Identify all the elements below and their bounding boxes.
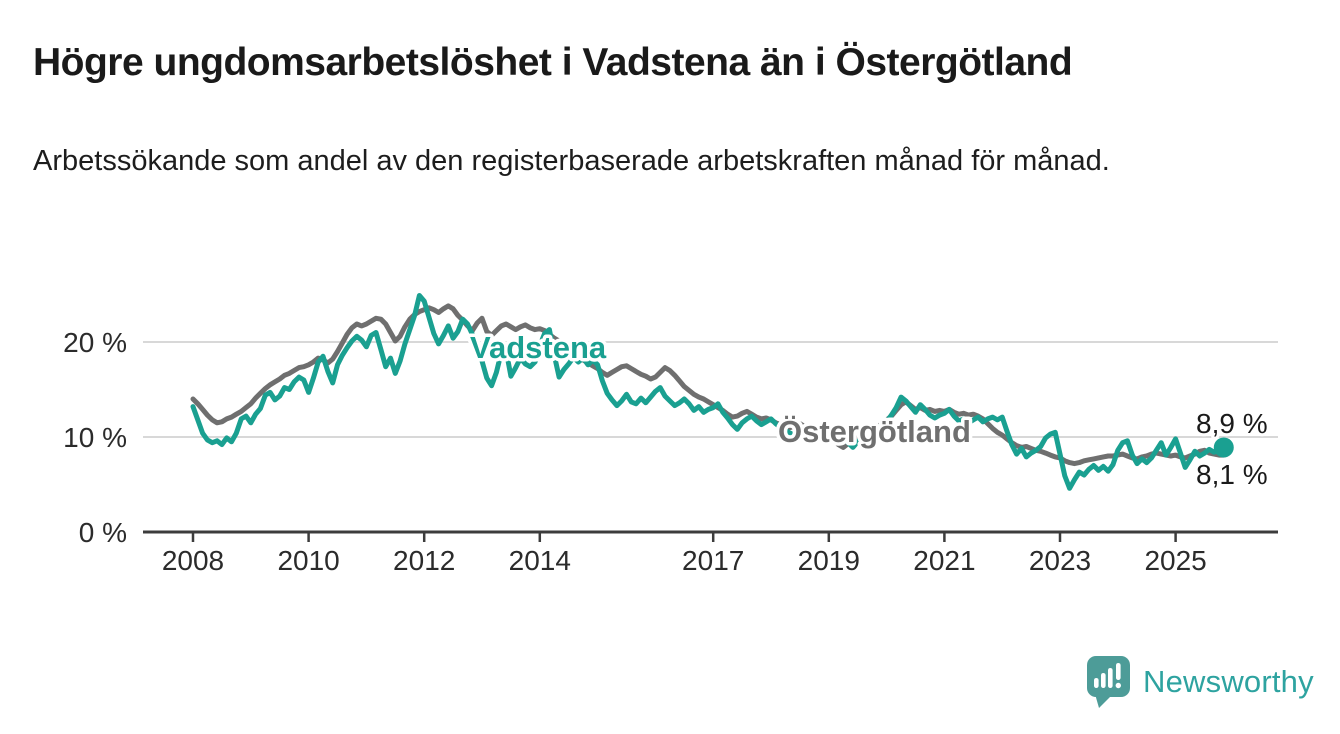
x-tick-label: 2010	[277, 545, 339, 576]
x-axis: 2008 2010 2012 2014 2017 2019 2021 2023 2025	[143, 530, 1278, 576]
series-label-ostergotland: Östergötland	[778, 414, 971, 449]
x-tick-label: 2017	[682, 545, 744, 576]
series-lines	[190, 293, 1234, 491]
x-tick-label: 2012	[393, 545, 455, 576]
gridlines: 0 % 10 % 20 %	[63, 327, 1278, 548]
series-line-vadstena	[190, 293, 1227, 491]
series-label-vadstena: Vadstena	[470, 330, 607, 365]
x-tick-label: 2025	[1144, 545, 1206, 576]
series-line-östergötland	[190, 303, 1227, 467]
x-tick-label: 2008	[162, 545, 224, 576]
newsworthy-logo[interactable]: Newsworthy	[1086, 656, 1314, 708]
x-tick-label: 2023	[1029, 545, 1091, 576]
page-title: Högre ungdomsarbetslöshet i Vadstena än …	[33, 41, 1073, 84]
newsworthy-icon	[1087, 656, 1130, 708]
end-value-label-ostergotland: 8,1 %	[1196, 459, 1268, 490]
x-tick-label: 2021	[913, 545, 975, 576]
y-tick-label: 0 %	[79, 517, 127, 548]
x-tick-label: 2019	[798, 545, 860, 576]
end-value-label-vadstena: 8,9 %	[1196, 408, 1268, 439]
y-tick-label: 10 %	[63, 422, 127, 453]
y-tick-label: 20 %	[63, 327, 127, 358]
x-tick-label: 2014	[509, 545, 571, 576]
newsworthy-logo-text: Newsworthy	[1143, 664, 1314, 699]
series-end-dot-vadstena	[1213, 437, 1234, 458]
page-subtitle: Arbetssökande som andel av den registerb…	[33, 145, 1110, 177]
